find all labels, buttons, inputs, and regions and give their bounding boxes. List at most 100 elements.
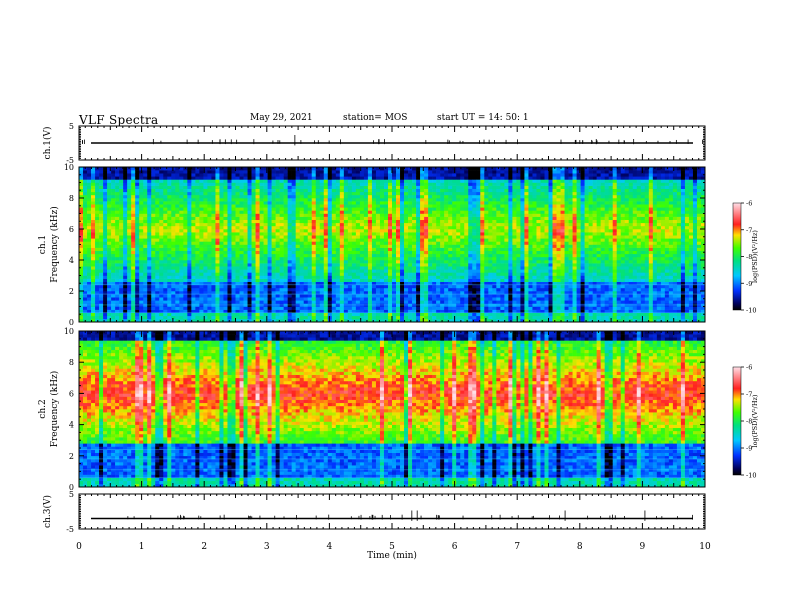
spectrogram-cell (355, 225, 361, 230)
spectrogram-cell (424, 229, 429, 233)
spectrogram-cell (291, 275, 296, 279)
spectrogram-cell (299, 294, 305, 298)
spectrogram-cell (444, 269, 449, 273)
spectrogram-cell (428, 210, 433, 214)
spectrogram-cell (131, 263, 136, 267)
spectrogram-cell (339, 241, 345, 245)
spectrogram-cell (400, 269, 405, 273)
spectrogram-cell (127, 229, 132, 233)
spectrogram-cell (227, 176, 232, 180)
spectrogram-cell (424, 272, 429, 276)
spectrogram-cell (371, 272, 377, 276)
spectrogram-cell (235, 225, 240, 230)
spectrogram-cell (231, 201, 236, 205)
spectrogram-cell (207, 241, 212, 245)
spectrogram-cell (319, 250, 325, 255)
spectrogram-cell (379, 204, 385, 208)
spectrogram-cell (436, 278, 441, 282)
spectrogram-cell (347, 294, 353, 298)
spectrogram-cell (79, 275, 84, 279)
spectrogram-cell (287, 263, 292, 267)
spectrogram-cell (347, 241, 353, 245)
spectrogram-cell (311, 170, 317, 174)
spectrogram-cell (83, 300, 88, 304)
spectrogram-cell (183, 315, 188, 320)
spectrogram-cell (195, 210, 200, 214)
spectrogram-cell (400, 281, 405, 286)
spectrogram-cell (355, 167, 361, 171)
spectrogram-cell (339, 263, 345, 267)
spectrogram-cell (327, 244, 333, 248)
spectrogram-cell (275, 176, 280, 180)
spectrogram-cell (235, 272, 240, 276)
spectrogram-cell (291, 173, 296, 177)
spectrogram-cell (87, 244, 92, 248)
spectrogram-cell (448, 278, 453, 282)
spectrogram-cell (327, 204, 333, 208)
spectrogram-cell (420, 244, 425, 248)
spectrogram-cell (215, 179, 220, 183)
spectrogram-cell (139, 291, 144, 295)
spectrogram-cell (247, 207, 252, 211)
spectrogram-cell (452, 256, 457, 261)
spectrogram-cell (223, 225, 228, 230)
spectrogram-cell (307, 306, 313, 310)
spectrogram-cell (227, 222, 232, 227)
spectrogram-cell (279, 272, 284, 276)
spectrogram-cell (151, 315, 156, 320)
spectrogram-cell (420, 263, 425, 267)
spectrogram-cell (235, 269, 240, 273)
spectrogram-cell (396, 315, 401, 320)
spectrogram-cell (259, 247, 264, 251)
spectrogram-cell (231, 281, 236, 286)
spectrogram-cell (255, 309, 260, 313)
spectrogram-cell (251, 284, 256, 289)
spectrogram-cell (255, 173, 260, 177)
spectrogram-cell (420, 266, 425, 270)
spectrogram-cell (383, 229, 389, 233)
spectrogram-cell (143, 235, 148, 239)
spectrogram-cell (307, 210, 313, 214)
spectrogram-cell (424, 260, 429, 264)
spectrogram-cell (371, 253, 377, 258)
spectrogram-cell (175, 256, 180, 261)
spectrogram-cell (267, 185, 272, 189)
spectrogram-cell (436, 275, 441, 279)
spectrogram-cell (279, 235, 284, 239)
spectrogram-cell (87, 207, 92, 211)
spectrogram-cell (159, 300, 164, 304)
spectrogram-cell (436, 219, 441, 224)
spectrogram-cell (227, 194, 232, 199)
spectrogram-cell (155, 210, 160, 214)
spectrogram-cell (339, 219, 345, 224)
spectrogram-cell (263, 219, 268, 224)
spectrogram-cell (171, 244, 176, 248)
spectrogram-cell (87, 241, 92, 245)
spectrogram-cell (287, 266, 292, 270)
spectrogram-cell (211, 191, 216, 196)
spectrogram-cell (103, 315, 108, 320)
spectrogram-cell (147, 176, 152, 180)
spectrogram-cell (392, 201, 397, 205)
spectrogram-cell (195, 263, 200, 267)
spectrogram-cell (404, 219, 409, 224)
spectrogram-cell (123, 179, 128, 183)
spectrogram-cell (163, 210, 168, 214)
spectrogram-cell (371, 198, 377, 202)
spectrogram-cell (111, 315, 116, 320)
spectrogram-cell (287, 176, 292, 180)
spectrogram-cell (195, 176, 200, 180)
spectrogram-cell (159, 297, 164, 301)
spectrogram-cell (147, 204, 152, 208)
spectrogram-cell (275, 229, 280, 233)
spectrogram-cell (203, 244, 208, 248)
spectrogram-cell (115, 269, 120, 273)
spectrogram-cell (123, 244, 128, 248)
spectrogram-cell (159, 272, 164, 276)
spectrogram-cell (319, 244, 325, 248)
spectrogram-cell (436, 309, 441, 313)
spectrogram-cell (127, 256, 132, 261)
spectrogram-cell (103, 201, 108, 205)
spectrogram-cell (367, 287, 373, 292)
